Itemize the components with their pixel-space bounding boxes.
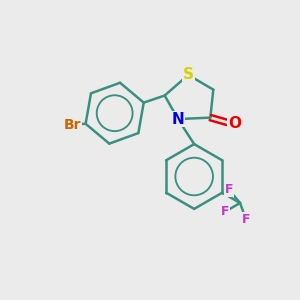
Text: S: S [183, 68, 194, 82]
Text: F: F [221, 205, 230, 218]
Text: N: N [172, 112, 184, 127]
Text: Br: Br [64, 118, 81, 132]
Text: F: F [242, 212, 250, 226]
Text: F: F [225, 183, 233, 196]
Text: O: O [228, 116, 241, 131]
